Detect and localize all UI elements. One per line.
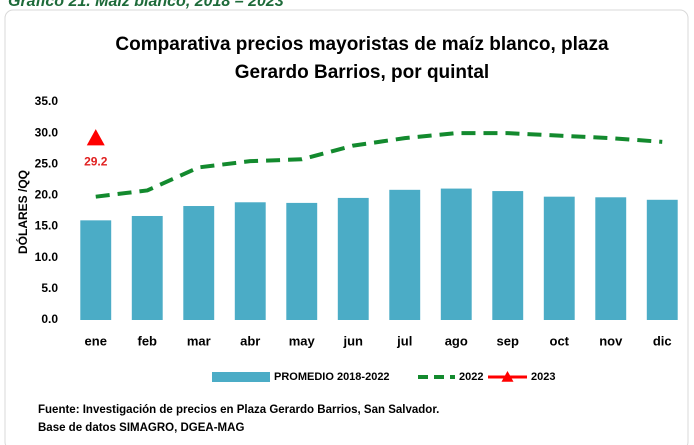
y-tick-label: 0.0 — [41, 312, 58, 326]
source: Base de datos SIMAGRO, DGEA-MAG — [38, 422, 244, 434]
x-tick-label: nov — [599, 333, 623, 348]
y-tick-label: 25.0 — [35, 156, 59, 170]
bar — [337, 197, 369, 320]
line-series — [95, 131, 663, 199]
x-tick-label: feb — [138, 333, 158, 348]
legend-label: 2023 — [531, 371, 555, 383]
chart-title: Comparativa precios mayoristas de maíz b… — [115, 34, 609, 55]
y-tick-label: 20.0 — [35, 188, 59, 202]
y-axis-label: DÓLARES /QQ — [15, 170, 30, 254]
y-tick-label: 5.0 — [41, 281, 58, 295]
heading: Gráfico 21. Maíz blanco, 2018 – 2023 — [8, 0, 284, 10]
y-tick-label: 35.0 — [35, 94, 59, 108]
source: Fuente: Investigación de precios en Plaz… — [38, 404, 439, 416]
x-tick-label: dic — [653, 333, 672, 348]
x-tick-label: ene — [85, 333, 107, 348]
data-label: 29.2 — [84, 154, 108, 168]
bar — [131, 215, 163, 320]
bar — [286, 202, 318, 320]
y-tick-label: 10.0 — [35, 250, 59, 264]
y-tick-label: 30.0 — [35, 125, 59, 139]
x-tick-label: jul — [396, 333, 412, 348]
legend-label: PROMEDIO 2018-2022 — [274, 371, 390, 383]
x-tick-label: oct — [550, 333, 570, 348]
bar — [234, 202, 266, 320]
chart-title: Gerardo Barrios, por quintal — [235, 62, 489, 83]
legend-label: 2022 — [459, 371, 483, 383]
bar — [183, 206, 215, 320]
x-tick-label: may — [289, 333, 316, 348]
bar — [440, 188, 472, 320]
y-tick-label: 15.0 — [35, 219, 59, 233]
x-tick-label: sep — [497, 333, 519, 348]
bar — [543, 196, 575, 320]
bar — [646, 199, 678, 320]
legend-swatch — [212, 372, 270, 382]
point-marker — [86, 129, 105, 146]
x-tick-label: jun — [343, 333, 364, 348]
bar — [492, 191, 524, 320]
legend-marker — [501, 371, 514, 382]
bar — [595, 197, 627, 320]
bar — [389, 189, 421, 320]
bar — [80, 220, 112, 320]
x-tick-label: ago — [445, 333, 468, 348]
x-tick-label: mar — [187, 333, 211, 348]
x-tick-label: abr — [240, 333, 260, 348]
